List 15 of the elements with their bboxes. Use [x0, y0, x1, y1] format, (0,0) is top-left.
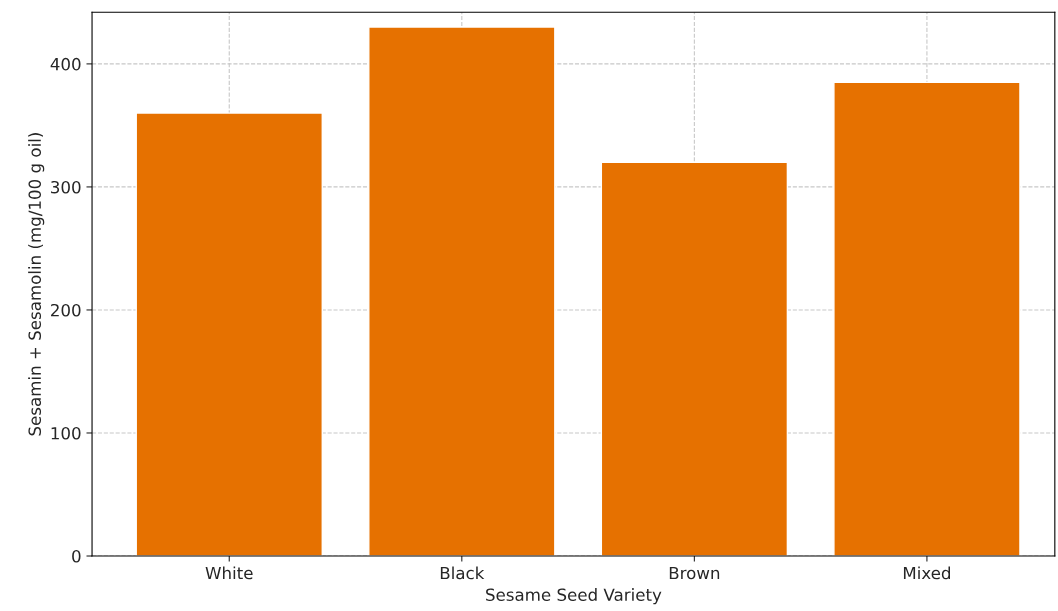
bar [833, 81, 1021, 557]
bar [600, 161, 789, 557]
bar [368, 26, 556, 557]
x-tick-label: Black [440, 566, 485, 580]
y-axis-title: Sesamin + Sesamolin (mg/100 g oil) [28, 133, 45, 436]
y-tick-label: 400 [50, 57, 81, 71]
x-tick-label: Brown [669, 566, 720, 580]
y-tick-label: 100 [51, 426, 81, 440]
x-tick-label: Mixed [903, 566, 950, 580]
y-tick-label: 200 [51, 303, 81, 317]
x-tick-label: White [205, 566, 253, 580]
y-tick-label: 0 [72, 549, 81, 563]
y-tick-label: 300 [51, 180, 81, 194]
x-axis-title: Sesame Seed Variety [486, 588, 662, 605]
bar [135, 112, 323, 557]
